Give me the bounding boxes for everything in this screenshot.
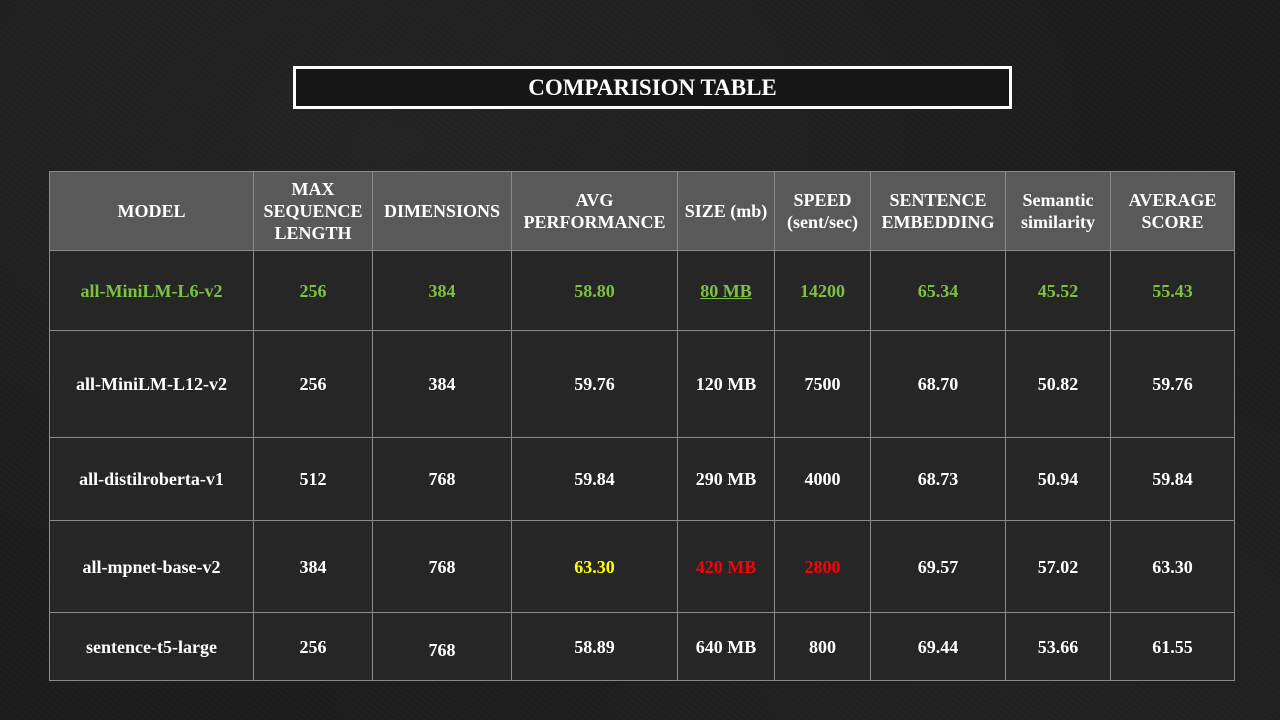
cell-semantic-similarity: 57.02 — [1005, 520, 1111, 613]
table-row: all-mpnet-base-v2 384 768 63.30 420 MB 2… — [49, 520, 1235, 613]
cell-max-sequence-length: 256 — [253, 250, 373, 331]
cell-max-sequence-length: 512 — [253, 437, 373, 521]
cell-size: 420 MB — [677, 520, 775, 613]
header-max-sequence-length: MAX SEQUENCE LENGTH — [253, 171, 373, 251]
cell-speed: 7500 — [774, 330, 871, 438]
cell-model: all-distilroberta-v1 — [49, 437, 254, 521]
dimensions-value: 768 — [428, 639, 456, 660]
header-sentence-embedding: SENTENCE EMBEDDING — [870, 171, 1006, 251]
size-link-text: 80 MB — [700, 280, 752, 301]
cell-speed: 800 — [774, 612, 871, 681]
header-speed: SPEED (sent/sec) — [774, 171, 871, 251]
header-avg-performance: AVG PERFORMANCE — [511, 171, 678, 251]
cell-dimensions: 384 — [372, 330, 512, 438]
cell-sentence-embedding: 68.73 — [870, 437, 1006, 521]
table-title: COMPARISION TABLE — [293, 66, 1012, 109]
cell-average-score: 59.84 — [1110, 437, 1235, 521]
cell-average-score: 55.43 — [1110, 250, 1235, 331]
cell-avg-performance: 58.80 — [511, 250, 678, 331]
cell-semantic-similarity: 45.52 — [1005, 250, 1111, 331]
cell-dimensions: 768 — [372, 612, 512, 681]
cell-speed: 2800 — [774, 520, 871, 613]
cell-avg-performance: 59.84 — [511, 437, 678, 521]
table-row: all-distilroberta-v1 512 768 59.84 290 M… — [49, 437, 1235, 521]
header-size: SIZE (mb) — [677, 171, 775, 251]
cell-speed: 4000 — [774, 437, 871, 521]
table-row: sentence-t5-large 256 768 58.89 640 MB 8… — [49, 612, 1235, 681]
header-semantic-similarity: Semantic similarity — [1005, 171, 1111, 251]
cell-average-score: 61.55 — [1110, 612, 1235, 681]
cell-sentence-embedding: 68.70 — [870, 330, 1006, 438]
cell-model: all-MiniLM-L12-v2 — [49, 330, 254, 438]
header-dimensions: DIMENSIONS — [372, 171, 512, 251]
cell-sentence-embedding: 65.34 — [870, 250, 1006, 331]
header-average-score: AVERAGE SCORE — [1110, 171, 1235, 251]
cell-sentence-embedding: 69.57 — [870, 520, 1006, 613]
cell-avg-performance: 58.89 — [511, 612, 678, 681]
cell-max-sequence-length: 256 — [253, 330, 373, 438]
header-model: MODEL — [49, 171, 254, 251]
cell-average-score: 59.76 — [1110, 330, 1235, 438]
cell-dimensions: 768 — [372, 437, 512, 521]
comparison-table: MODEL MAX SEQUENCE LENGTH DIMENSIONS AVG… — [49, 171, 1235, 681]
cell-dimensions: 384 — [372, 250, 512, 331]
table-row: all-MiniLM-L12-v2 256 384 59.76 120 MB 7… — [49, 330, 1235, 438]
cell-semantic-similarity: 53.66 — [1005, 612, 1111, 681]
cell-model: all-mpnet-base-v2 — [49, 520, 254, 613]
cell-size: 120 MB — [677, 330, 775, 438]
cell-model: all-MiniLM-L6-v2 — [49, 250, 254, 331]
cell-max-sequence-length: 256 — [253, 612, 373, 681]
header-row: MODEL MAX SEQUENCE LENGTH DIMENSIONS AVG… — [49, 171, 1235, 251]
cell-size: 640 MB — [677, 612, 775, 681]
cell-speed: 14200 — [774, 250, 871, 331]
cell-dimensions: 768 — [372, 520, 512, 613]
cell-avg-performance: 63.30 — [511, 520, 678, 613]
cell-size: 80 MB — [677, 250, 775, 331]
table-row: all-MiniLM-L6-v2 256 384 58.80 80 MB 142… — [49, 250, 1235, 331]
cell-size: 290 MB — [677, 437, 775, 521]
cell-semantic-similarity: 50.94 — [1005, 437, 1111, 521]
cell-model: sentence-t5-large — [49, 612, 254, 681]
cell-average-score: 63.30 — [1110, 520, 1235, 613]
cell-semantic-similarity: 50.82 — [1005, 330, 1111, 438]
cell-sentence-embedding: 69.44 — [870, 612, 1006, 681]
cell-max-sequence-length: 384 — [253, 520, 373, 613]
cell-avg-performance: 59.76 — [511, 330, 678, 438]
